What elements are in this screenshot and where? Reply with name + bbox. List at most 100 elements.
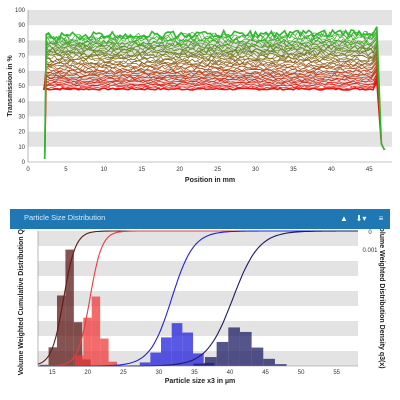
menu-icon[interactable]: ≡ — [378, 214, 384, 223]
c2-density-bar — [100, 338, 109, 366]
c1-series-line — [43, 72, 385, 160]
c1-series-line — [44, 36, 385, 160]
c1-x-tick-label: 25 — [214, 167, 221, 173]
c1-y-axis-title: Transmission in % — [7, 54, 14, 116]
c2-x-tick-label: 50 — [298, 370, 305, 376]
print-icon[interactable]: ▲ — [340, 214, 348, 223]
c1-series-line — [44, 53, 385, 160]
c1-series-line — [44, 50, 385, 160]
c1-x-tick-label: 10 — [100, 167, 107, 173]
c1-x-tick-label: 30 — [252, 167, 259, 173]
c2-density-bar — [73, 322, 83, 366]
c1-series-line — [43, 26, 386, 160]
c2-x-tick-label: 30 — [156, 370, 163, 376]
c2-density-bar — [91, 296, 101, 366]
c2-density-bar — [239, 331, 252, 366]
panel-title: Particle Size Distribution — [24, 213, 106, 222]
c1-series-line — [44, 62, 385, 160]
c2-right-axis-title: Volume Weighted Distribution Density q3(… — [378, 223, 385, 368]
c1-grid-band — [28, 131, 392, 147]
c1-series-line — [44, 32, 385, 160]
c1-y-tick-label: 80 — [18, 38, 25, 44]
c1-x-tick-labels: 0 5 10 15 20 25 30 35 40 45 — [26, 167, 373, 173]
c1-series-line — [44, 64, 385, 160]
c1-series-line — [44, 28, 385, 160]
c2-x-tick-label: 45 — [262, 370, 269, 376]
c1-y-tick-label: 100 — [15, 8, 26, 14]
c2-x-tick-label: 35 — [191, 370, 198, 376]
c1-series-line — [44, 65, 385, 160]
c1-series-line — [43, 71, 385, 160]
c2-density-bar — [65, 249, 74, 366]
c2-x-tick-label: 15 — [49, 370, 56, 376]
c1-series-line — [44, 29, 385, 160]
c1-y-tick-label: 20 — [18, 130, 25, 136]
c1-y-tick-label: 70 — [18, 54, 25, 60]
c2-density-bar — [139, 362, 151, 366]
c2-x-axis-title: Particle size x3 in µm — [165, 378, 236, 385]
c1-x-tick-label: 0 — [26, 167, 30, 173]
c2-right-tick-label: 0 — [368, 230, 372, 236]
c2-density-bar — [56, 295, 66, 366]
c1-series-line — [44, 35, 385, 160]
c2-x-tick-labels: 15 20 25 30 35 40 45 50 55 — [49, 370, 341, 376]
c2-density-bar — [150, 352, 162, 366]
c1-y-tick-label: 0 — [22, 160, 26, 166]
c1-series-lines — [42, 26, 386, 160]
c1-grid-band — [28, 101, 392, 117]
c2-x-tick-label: 40 — [227, 370, 234, 376]
c2-right-tick-labels: 0 0.001 — [362, 230, 378, 254]
c2-left-axis-title: Volume Weighted Cumulative Distribution … — [18, 217, 25, 376]
c2-grid-band — [38, 231, 358, 246]
c1-series-line — [44, 66, 385, 160]
c2-density-bar — [228, 327, 240, 366]
c1-series-line — [44, 50, 385, 160]
c1-grid-band — [28, 10, 392, 26]
c1-x-axis-title: Position in mm — [185, 177, 235, 184]
c2-density-bar — [193, 363, 205, 366]
c2-density-bar — [108, 361, 118, 366]
c2-density-bar — [83, 317, 92, 366]
c2-density-bars — [40, 249, 287, 366]
c1-y-tick-label: 40 — [18, 99, 25, 105]
c2-density-bar — [48, 347, 57, 366]
c2-density-bar — [216, 341, 229, 366]
c2-right-tick-label: 0.001 — [362, 248, 378, 254]
panel-header: Particle Size Distribution ▲ ⬇▾ ≡ — [10, 209, 390, 229]
c2-density-bar — [182, 332, 194, 366]
c1-series-line — [44, 60, 385, 160]
c1-x-tick-label: 5 — [64, 167, 68, 173]
c2-grid-bands — [38, 231, 358, 366]
c2-grid-band — [38, 321, 358, 336]
c2-x-tick-label: 25 — [120, 370, 127, 376]
c2-x-tick-label: 55 — [333, 370, 340, 376]
c1-series-line — [44, 52, 385, 160]
c2-density-bar — [204, 357, 217, 366]
c1-series-line — [44, 68, 385, 160]
c1-series-line — [44, 55, 385, 160]
c1-x-tick-label: 40 — [328, 167, 335, 173]
c1-y-tick-label: 10 — [18, 145, 25, 151]
c2-density-bar — [171, 323, 183, 366]
c1-series-line — [42, 73, 386, 160]
c1-x-tick-label: 45 — [366, 167, 373, 173]
c2-density-bar — [263, 358, 275, 366]
c1-x-tick-label: 15 — [138, 167, 145, 173]
c2-density-bar — [193, 353, 204, 366]
c2-grid-band — [38, 291, 358, 306]
c2-density-bar — [251, 347, 264, 366]
c1-y-tick-label: 30 — [18, 114, 25, 120]
c2-x-tick-label: 20 — [84, 370, 91, 376]
c2-density-bar — [161, 337, 172, 366]
c1-series-line — [44, 69, 385, 160]
c1-x-tick-label: 35 — [290, 167, 297, 173]
c2-grid-band — [38, 261, 358, 276]
c1-y-tick-label: 90 — [18, 23, 25, 29]
c2-density-bar — [274, 364, 287, 366]
c1-y-tick-label: 60 — [18, 69, 25, 75]
c1-y-tick-labels: 0 10 20 30 40 50 60 70 80 90 100 — [15, 8, 26, 166]
download-icon[interactable]: ⬇▾ — [355, 214, 367, 223]
c1-x-tick-label: 20 — [176, 167, 183, 173]
c2-density-bar — [74, 355, 84, 366]
